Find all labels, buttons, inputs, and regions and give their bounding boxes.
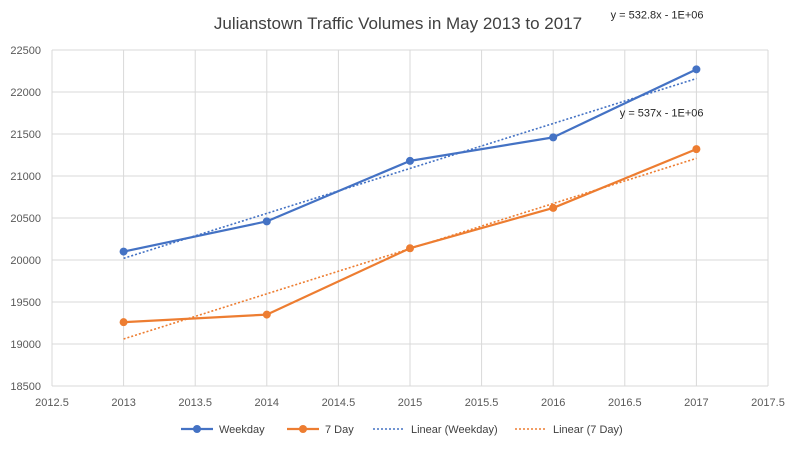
legend-item-linear-weekday: Linear (Weekday) — [373, 424, 498, 436]
x-tick-label: 2014 — [255, 397, 279, 409]
legend-marker — [193, 425, 201, 433]
data-point-7-day — [119, 318, 128, 327]
y-tick-label: 22000 — [10, 87, 41, 99]
y-tick-label: 21000 — [10, 171, 41, 183]
data-point-weekday — [119, 247, 128, 256]
data-point-weekday — [406, 156, 414, 165]
data-point-7-day — [692, 145, 701, 154]
x-tick-label: 2013 — [111, 397, 135, 409]
y-tick-label: 19000 — [10, 339, 41, 351]
trendline-weekday — [123, 77, 697, 260]
y-tick-label: 22500 — [10, 45, 41, 57]
y-tick-label: 20500 — [10, 213, 41, 225]
legend-label: Linear (Weekday) — [411, 424, 498, 436]
legend-label: Weekday — [219, 424, 265, 436]
grid — [51, 49, 769, 387]
data-point-7-day — [549, 203, 558, 212]
legend-marker — [299, 425, 307, 433]
x-tick-label: 2015 — [398, 397, 422, 409]
legend-item-linear-7-day: Linear (7 Day) — [515, 424, 623, 436]
legend-item-weekday: Weekday — [181, 424, 265, 436]
x-tick-label: 2016.5 — [608, 397, 642, 409]
y-tick-label: 20000 — [10, 255, 41, 267]
x-axis-tick-labels: 2012.5 2013 2013.5 2014 2014.5 2015 2015.5 2016… — [35, 397, 785, 409]
x-tick-label: 2016 — [541, 397, 565, 409]
trendline-equation-7-day: y = 537x - 1E+06 — [620, 107, 704, 119]
trendline-equations: y = 532.8x - 1E+06 y = 537x - 1E+06 — [611, 10, 704, 120]
x-tick-label: 2015.5 — [465, 397, 499, 409]
chart-title: Julianstown Traffic Volumes in May 2013 … — [214, 14, 582, 33]
legend-item-7-day: 7 Day — [287, 424, 354, 436]
data-point-weekday — [549, 133, 558, 142]
x-tick-label: 2013.5 — [178, 397, 212, 409]
data-point-7-day — [262, 310, 271, 319]
legend-label: 7 Day — [325, 424, 354, 436]
x-tick-label: 2017.5 — [751, 397, 785, 409]
x-tick-label: 2012.5 — [35, 397, 69, 409]
legend: Weekday 7 Day Linear (Weekday) Linear (7 Da… — [181, 424, 623, 436]
x-tick-label: 2014.5 — [322, 397, 356, 409]
y-tick-label: 19500 — [10, 297, 41, 309]
y-tick-label: 18500 — [10, 381, 41, 393]
legend-label: Linear (7 Day) — [553, 424, 623, 436]
data-point-weekday — [262, 217, 271, 226]
trendline-equation-weekday: y = 532.8x - 1E+06 — [611, 10, 704, 22]
data-points — [119, 65, 701, 327]
data-point-7-day — [406, 244, 414, 253]
y-axis-tick-labels: 18500 19000 19500 20000 20500 21000 21500 22000… — [10, 45, 41, 393]
data-point-weekday — [692, 65, 701, 74]
x-tick-label: 2017 — [684, 397, 708, 409]
y-tick-label: 21500 — [10, 129, 41, 141]
